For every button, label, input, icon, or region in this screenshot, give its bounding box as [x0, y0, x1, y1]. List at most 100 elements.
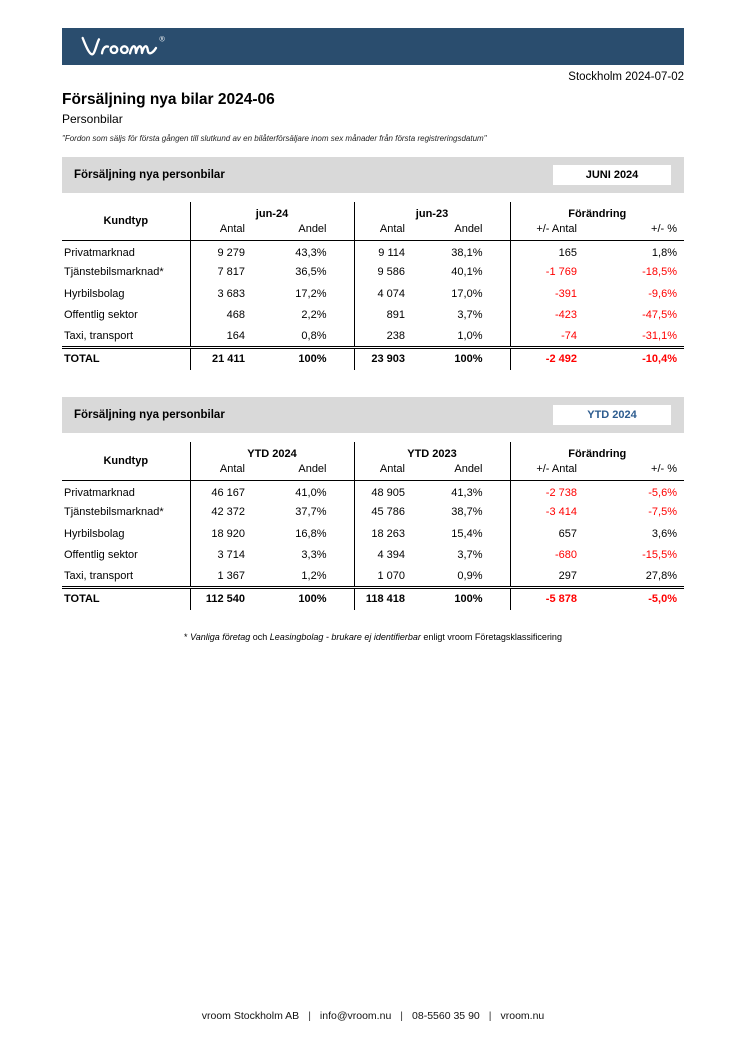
svg-text:®: ® [159, 34, 165, 43]
value-cell: 0,9% [457, 570, 483, 582]
table-header: Kundtyp YTD 2024 YTD 2023 Förändring Ant… [62, 442, 684, 481]
value-cell: 3 683 [189, 283, 272, 305]
value-cell: -31,1% [642, 330, 677, 342]
table-row: Hyrbilsbolag 3 683 17,2% 4 074 17,0% -391 -9,6… [62, 283, 684, 305]
subheader-antal: Antal [189, 461, 272, 481]
company-name: vroom Stockholm AB [201, 1010, 300, 1022]
document-header: ® Stockholm 2024-07-02 Försäljning nya b… [62, 28, 684, 143]
row-label: Privatmarknad [64, 486, 135, 499]
footnote-term: Vanliga företag [190, 632, 251, 642]
table-total-row: TOTAL 21 411 100% 23 903 100% -2 492 -10,4% [62, 346, 684, 370]
table-row: Hyrbilsbolag 18 920 16,8% 18 263 15,4% 657 3,6… [62, 523, 684, 545]
value-cell: 2,2% [301, 309, 327, 322]
value-cell: 48 905 [353, 480, 432, 502]
value-cell: 1,0% [457, 330, 483, 342]
period-badge-ytd: YTD 2024 [553, 405, 671, 425]
value-cell: 4 394 [353, 544, 432, 566]
subheader-andel: Andel [432, 461, 510, 481]
value-cell: 4 074 [353, 283, 432, 305]
value-cell: 118 418 [353, 586, 432, 610]
separator: | [400, 1010, 404, 1022]
value-cell: 37,7% [295, 506, 327, 519]
value-cell: -391 [509, 283, 604, 305]
value-cell: 38,1% [451, 246, 483, 259]
table-row: Privatmarknad 9 279 43,3% 9 114 38,1% 165 1,8% [62, 240, 684, 262]
sales-table-month: Kundtyp jun-24 jun-23 Förändring Antal A… [62, 202, 684, 370]
row-label: Hyrbilsbolag [64, 287, 125, 300]
value-cell: 16,8% [295, 527, 327, 540]
value-cell: 36,5% [295, 266, 327, 279]
row-label: TOTAL [62, 346, 190, 370]
column-group-previous: jun-23 [353, 202, 510, 221]
value-cell: 1 367 [189, 566, 272, 588]
value-cell: 297 [509, 566, 604, 588]
value-cell: 3,6% [651, 527, 677, 540]
row-label: Tjänstebilsmarknad* [64, 266, 164, 279]
value-cell: -680 [509, 544, 604, 566]
table-row: Privatmarknad 46 167 41,0% 48 905 41,3% -2 73… [62, 480, 684, 502]
value-cell: 100% [432, 586, 510, 610]
value-cell: -74 [509, 326, 604, 348]
footnote-text: enligt vroom Företagsklassificering [420, 632, 562, 642]
table-row: Offentlig sektor 3 714 3,3% 4 394 3,7% -680 -1… [62, 544, 684, 566]
value-cell: -423 [509, 304, 604, 326]
table-body: Privatmarknad 9 279 43,3% 9 114 38,1% 165 1,8%… [62, 240, 684, 370]
page-subtitle: Personbilar [62, 112, 123, 126]
row-label: Hyrbilsbolag [64, 527, 125, 540]
value-cell: 1,8% [651, 246, 677, 259]
value-cell: 38,7% [451, 506, 483, 519]
subheader-andel: Andel [272, 221, 354, 241]
value-cell: -3 414 [509, 501, 604, 523]
subheader-andel: Andel [272, 461, 354, 481]
value-cell: 1 070 [353, 566, 432, 588]
footnote-asterisk: * [184, 632, 191, 642]
separator: | [308, 1010, 311, 1022]
email-address: info@vroom.nu [319, 1010, 392, 1022]
value-cell: 0,8% [301, 330, 327, 342]
column-group-current: YTD 2024 [189, 442, 354, 461]
section-banner: Försäljning nya personbilar JUNI 2024 [62, 157, 684, 193]
website-url: vroom.nu [500, 1010, 545, 1022]
row-label: Offentlig sektor [64, 549, 138, 562]
subheader-andel: Andel [432, 221, 510, 241]
subheader-change-antal: +/- Antal [509, 461, 604, 481]
subheader-change-pct: +/- % [604, 221, 684, 241]
value-cell: 18 920 [189, 523, 272, 545]
row-label: Taxi, transport [64, 330, 134, 342]
value-cell: 100% [432, 346, 510, 370]
value-cell: -5,6% [648, 486, 677, 499]
table-row: Offentlig sektor 468 2,2% 891 3,7% -423 -47,5% [62, 304, 684, 326]
table-total-row: TOTAL 112 540 100% 118 418 100% -5 878 -5,0% [62, 586, 684, 610]
value-cell: -2 738 [509, 480, 604, 502]
column-group-previous: YTD 2023 [353, 442, 510, 461]
value-cell: 27,8% [645, 570, 677, 582]
banner-title: Försäljning nya personbilar [74, 169, 225, 181]
value-cell: 112 540 [189, 586, 272, 610]
value-cell: 21 411 [189, 346, 272, 370]
value-cell: 7 817 [189, 261, 272, 283]
period-badge-juni: JUNI 2024 [553, 165, 671, 185]
value-cell: 23 903 [353, 346, 432, 370]
value-cell: 164 [189, 326, 272, 348]
column-group-change: Förändring [509, 442, 684, 461]
subheader-change-pct: +/- % [604, 461, 684, 481]
value-cell: 3 714 [189, 544, 272, 566]
value-cell: 891 [353, 304, 432, 326]
value-cell: 100% [272, 346, 354, 370]
table-body: Privatmarknad 46 167 41,0% 48 905 41,3% -2 73… [62, 480, 684, 610]
sales-table-ytd: Kundtyp YTD 2024 YTD 2023 Förändring Ant… [62, 442, 684, 610]
value-cell: -7,5% [648, 506, 677, 519]
value-cell: 42 372 [189, 501, 272, 523]
value-cell: 165 [509, 240, 604, 262]
section-month: Försäljning nya personbilar JUNI 2024 Ku… [62, 157, 684, 370]
separator: | [488, 1010, 492, 1022]
value-cell: 17,2% [295, 287, 327, 300]
contact-footer: vroom Stockholm AB | info@vroom.nu | 08-5560… [0, 1010, 746, 1022]
column-group-change: Förändring [509, 202, 684, 221]
value-cell: 238 [353, 326, 432, 348]
phone-number: 08-5560 35 90 [412, 1010, 480, 1022]
table-header: Kundtyp jun-24 jun-23 Förändring Antal A… [62, 202, 684, 241]
row-label: TOTAL [62, 586, 190, 610]
table-row: Tjänstebilsmarknad* 42 372 37,7% 45 786 38,7… [62, 501, 684, 523]
